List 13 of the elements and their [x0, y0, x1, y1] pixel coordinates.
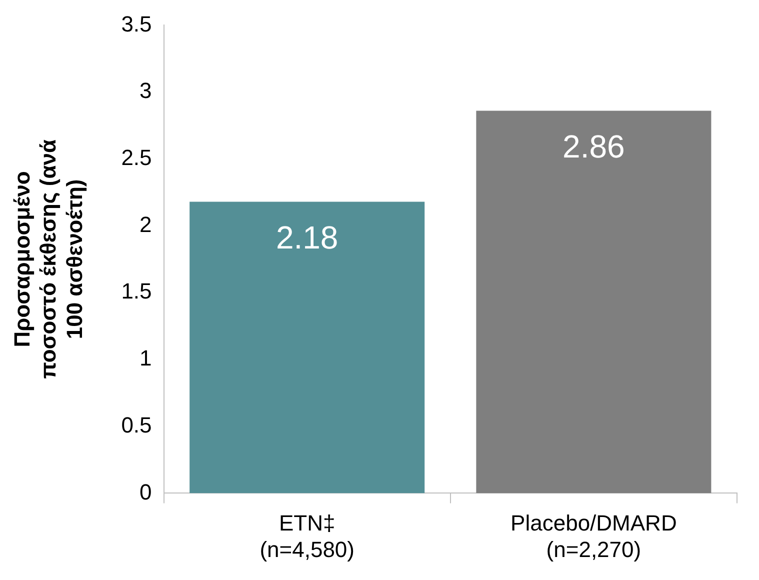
- x-tick-label: ETN‡ (n=4,580): [260, 510, 354, 562]
- y-tick-label: 2: [140, 212, 152, 237]
- y-tick-label: 0: [140, 479, 152, 504]
- y-tick-label: 3: [140, 78, 152, 104]
- y-axis-title: Προσαρμοσμένο ποσοστό έκθεσης (ανά 100 ασθενοέτη): [9, 139, 88, 379]
- x-tick-label: Placebo/DMARD (n=2,270): [510, 510, 677, 562]
- data-label: 2.86: [562, 128, 625, 165]
- y-tick-label: 0.5: [121, 412, 152, 438]
- y-tick-label: 1.5: [121, 278, 152, 304]
- y-tick-label: 3.5: [121, 11, 152, 36]
- y-tick-label: 2.5: [121, 144, 152, 170]
- y-tick-label: 1: [140, 346, 152, 371]
- data-label: 2.18: [276, 220, 338, 256]
